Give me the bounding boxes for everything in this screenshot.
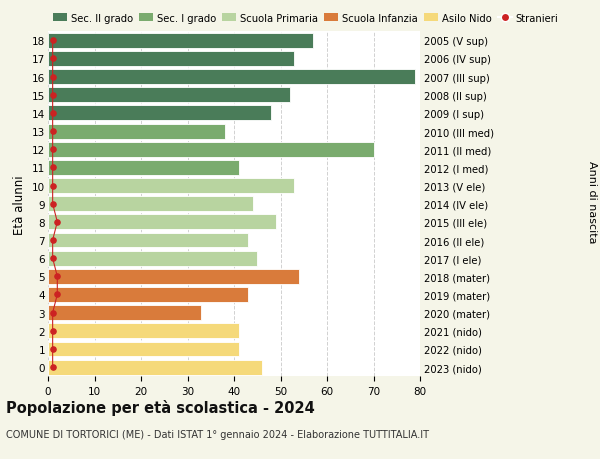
Bar xyxy=(48,287,248,302)
Text: Anni di nascita: Anni di nascita xyxy=(587,161,597,243)
Point xyxy=(48,255,58,262)
Point xyxy=(53,273,62,280)
Text: COMUNE DI TORTORICI (ME) - Dati ISTAT 1° gennaio 2024 - Elaborazione TUTTITALIA.: COMUNE DI TORTORICI (ME) - Dati ISTAT 1°… xyxy=(6,429,429,439)
Bar xyxy=(48,269,299,284)
Point xyxy=(48,110,58,118)
Point xyxy=(48,237,58,244)
Point xyxy=(48,309,58,317)
Point xyxy=(48,92,58,99)
Point xyxy=(48,164,58,172)
Point xyxy=(48,146,58,154)
Bar xyxy=(48,215,276,230)
Point xyxy=(48,74,58,81)
Point xyxy=(48,38,58,45)
Bar xyxy=(48,70,415,85)
Bar xyxy=(48,142,373,157)
Point xyxy=(53,218,62,226)
Point xyxy=(48,346,58,353)
Bar xyxy=(48,306,202,320)
Point xyxy=(48,201,58,208)
Bar xyxy=(48,88,290,103)
Bar xyxy=(48,106,271,121)
Bar xyxy=(48,179,295,194)
Bar xyxy=(48,251,257,266)
Bar xyxy=(48,324,239,339)
Text: Popolazione per età scolastica - 2024: Popolazione per età scolastica - 2024 xyxy=(6,399,315,415)
Point xyxy=(48,56,58,63)
Point xyxy=(53,291,62,298)
Bar xyxy=(48,197,253,212)
Point xyxy=(48,364,58,371)
Bar xyxy=(48,360,262,375)
Point xyxy=(48,183,58,190)
Bar xyxy=(48,52,295,67)
Legend: Sec. II grado, Sec. I grado, Scuola Primaria, Scuola Infanzia, Asilo Nido, Stran: Sec. II grado, Sec. I grado, Scuola Prim… xyxy=(53,14,559,24)
Point xyxy=(48,128,58,135)
Bar xyxy=(48,342,239,357)
Y-axis label: Età alunni: Età alunni xyxy=(13,174,26,234)
Bar xyxy=(48,233,248,248)
Bar xyxy=(48,161,239,175)
Bar xyxy=(48,124,225,139)
Point xyxy=(48,327,58,335)
Bar xyxy=(48,34,313,49)
